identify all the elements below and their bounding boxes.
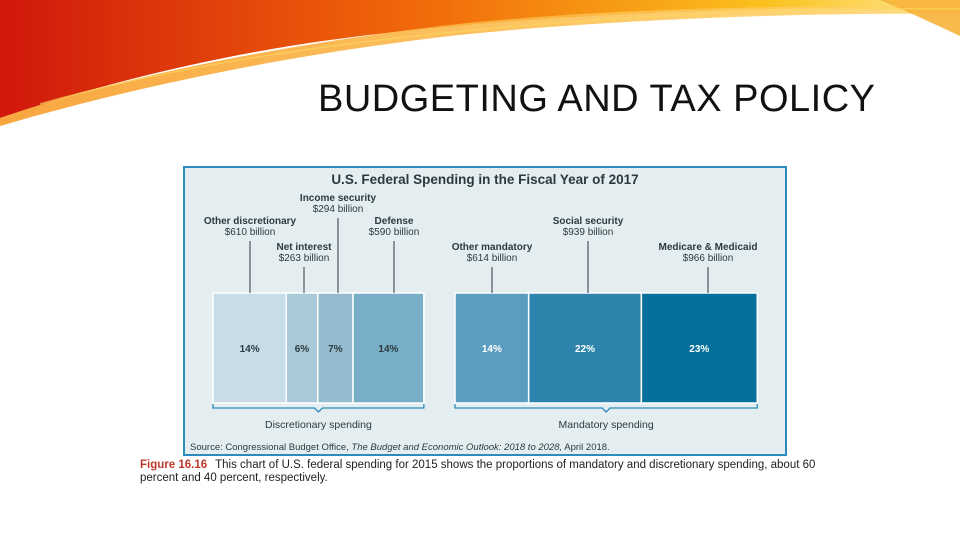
percent-label-net-interest: 6% [295, 344, 310, 355]
percent-label-other-discretionary: 14% [240, 344, 260, 355]
caption-text: This chart of U.S. federal spending for … [140, 459, 816, 484]
percent-label-income-security: 7% [328, 344, 343, 355]
category-amount-defense: $590 billion [369, 227, 420, 238]
category-name-medicare-medicaid: Medicare & Medicaid [659, 242, 758, 253]
group-bracket-0 [212, 404, 425, 413]
category-amount-other-discretionary: $610 billion [225, 227, 276, 238]
percent-label-defense: 14% [378, 344, 398, 355]
category-name-defense: Defense [375, 216, 414, 227]
category-name-other-discretionary: Other discretionary [204, 216, 297, 227]
category-amount-net-interest: $263 billion [279, 253, 330, 264]
percent-label-medicare-medicaid: 23% [689, 344, 709, 355]
bar-social-security [527, 292, 643, 404]
category-name-other-mandatory: Other mandatory [452, 242, 533, 253]
group-label-1: Mandatory spending [559, 419, 654, 431]
chart-source: Source: Congressional Budget Office, The… [190, 442, 610, 453]
group-bracket-1 [454, 404, 758, 413]
source-prefix: Source: Congressional Budget Office, [190, 442, 351, 453]
plot-area: 14% Other discretionary$610 billion 6% Net … [204, 193, 759, 431]
figure-caption: Figure 16.16 This chart of U.S. federal s… [140, 459, 840, 485]
percent-label-social-security: 22% [575, 344, 595, 355]
category-amount-income-security: $294 billion [313, 204, 364, 215]
category-amount-social-security: $939 billion [563, 227, 614, 238]
bar-medicare-medicaid [640, 292, 759, 404]
bar-other-discretionary [212, 292, 287, 404]
slide-title: BUDGETING AND TAX POLICY [318, 78, 876, 120]
category-amount-medicare-medicaid: $966 billion [683, 253, 734, 264]
chart-title: U.S. Federal Spending in the Fiscal Year… [331, 172, 638, 187]
bar-income-security [317, 292, 354, 404]
category-name-income-security: Income security [300, 193, 377, 204]
category-name-net-interest: Net interest [276, 242, 332, 253]
decorative-swoosh-banner [0, 0, 960, 126]
swoosh-light-band [0, 6, 960, 126]
swoosh-thin-line [39, 7, 960, 105]
percent-label-other-mandatory: 14% [482, 344, 502, 355]
source-title: The Budget and Economic Outlook: 2018 to… [351, 442, 562, 453]
figure-label: Figure 16.16 [140, 459, 208, 471]
bar-other-mandatory [454, 292, 530, 404]
bar-defense [352, 292, 425, 404]
category-amount-other-mandatory: $614 billion [467, 253, 518, 264]
source-suffix: April 2018. [562, 442, 610, 453]
swoosh-main-band [0, 0, 960, 118]
bar-net-interest [285, 292, 319, 404]
category-name-social-security: Social security [553, 216, 624, 227]
group-label-0: Discretionary spending [265, 419, 372, 431]
